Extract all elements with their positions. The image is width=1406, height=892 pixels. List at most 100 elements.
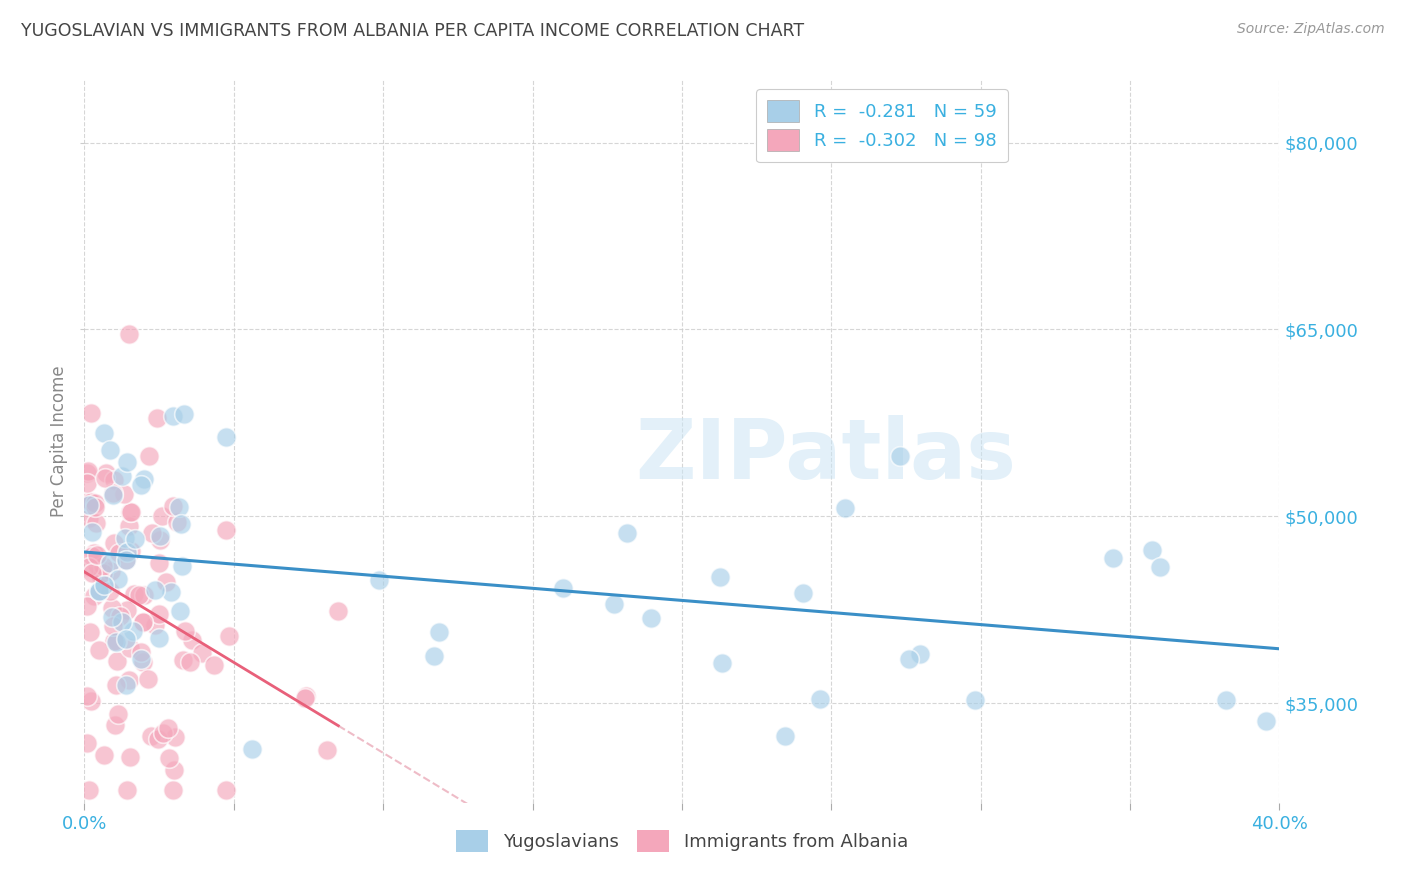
- Point: [115, 632, 138, 647]
- Point: [120, 505, 142, 519]
- Point: [169, 516, 191, 531]
- Point: [172, 653, 194, 667]
- Point: [93, 578, 115, 592]
- Point: [79, 625, 101, 640]
- Point: [83, 590, 105, 604]
- Point: [889, 449, 911, 463]
- Point: [118, 673, 141, 687]
- Point: [104, 678, 127, 692]
- Point: [148, 631, 170, 645]
- Point: [108, 608, 131, 623]
- Legend: Yugoslavians, Immigrants from Albania: Yugoslavians, Immigrants from Albania: [449, 822, 915, 859]
- Point: [141, 525, 163, 540]
- Point: [115, 603, 138, 617]
- Point: [117, 783, 139, 797]
- Point: [603, 598, 626, 612]
- Point: [173, 407, 195, 421]
- Point: [131, 615, 153, 629]
- Point: [616, 525, 638, 540]
- Point: [165, 730, 187, 744]
- Point: [640, 610, 662, 624]
- Point: [82, 566, 104, 580]
- Point: [159, 585, 181, 599]
- Point: [91, 566, 114, 580]
- Point: [150, 508, 173, 523]
- Point: [120, 544, 142, 558]
- Point: [118, 519, 141, 533]
- Point: [77, 464, 100, 478]
- Point: [328, 604, 350, 618]
- Point: [77, 493, 100, 508]
- Point: [89, 567, 111, 582]
- Point: [834, 500, 856, 515]
- Point: [103, 619, 125, 633]
- Point: [76, 475, 98, 490]
- Point: [808, 692, 831, 706]
- Point: [139, 729, 162, 743]
- Point: [138, 672, 160, 686]
- Point: [107, 546, 129, 560]
- Point: [111, 468, 134, 483]
- Point: [107, 572, 129, 586]
- Point: [76, 599, 98, 614]
- Point: [134, 472, 156, 486]
- Point: [93, 748, 115, 763]
- Point: [368, 574, 391, 588]
- Point: [143, 583, 166, 598]
- Point: [138, 450, 160, 464]
- Point: [80, 525, 103, 540]
- Point: [105, 654, 128, 668]
- Point: [131, 645, 153, 659]
- Point: [179, 655, 201, 669]
- Point: [215, 430, 238, 444]
- Point: [114, 531, 136, 545]
- Point: [122, 587, 145, 601]
- Point: [152, 726, 174, 740]
- Point: [117, 545, 139, 559]
- Point: [423, 648, 446, 663]
- Point: [118, 640, 141, 655]
- Point: [214, 783, 236, 797]
- Point: [114, 678, 136, 692]
- Point: [104, 634, 127, 648]
- Point: [191, 646, 214, 660]
- Y-axis label: Per Capita Income: Per Capita Income: [51, 366, 69, 517]
- Point: [91, 559, 114, 574]
- Point: [148, 607, 170, 621]
- Point: [218, 629, 240, 643]
- Point: [294, 690, 316, 705]
- Point: [105, 633, 128, 648]
- Point: [792, 586, 814, 600]
- Point: [1102, 551, 1125, 566]
- Point: [87, 583, 110, 598]
- Point: [155, 575, 177, 590]
- Point: [80, 549, 103, 563]
- Point: [146, 732, 169, 747]
- Point: [96, 466, 118, 480]
- Point: [110, 615, 132, 629]
- Point: [103, 633, 125, 648]
- Point: [148, 529, 170, 543]
- Point: [181, 632, 204, 647]
- Point: [169, 603, 191, 617]
- Point: [86, 549, 108, 563]
- Point: [86, 516, 108, 530]
- Point: [94, 470, 117, 484]
- Point: [124, 532, 146, 546]
- Point: [84, 496, 107, 510]
- Point: [908, 647, 931, 661]
- Point: [132, 655, 155, 669]
- Point: [77, 498, 100, 512]
- Point: [202, 658, 225, 673]
- Point: [166, 516, 188, 530]
- Point: [120, 505, 142, 519]
- Point: [107, 706, 129, 721]
- Point: [101, 486, 124, 500]
- Point: [76, 467, 98, 481]
- Point: [773, 729, 796, 743]
- Point: [551, 582, 574, 596]
- Point: [240, 742, 263, 756]
- Point: [148, 556, 170, 570]
- Text: ZIPatlas: ZIPatlas: [636, 416, 1015, 497]
- Point: [132, 588, 155, 602]
